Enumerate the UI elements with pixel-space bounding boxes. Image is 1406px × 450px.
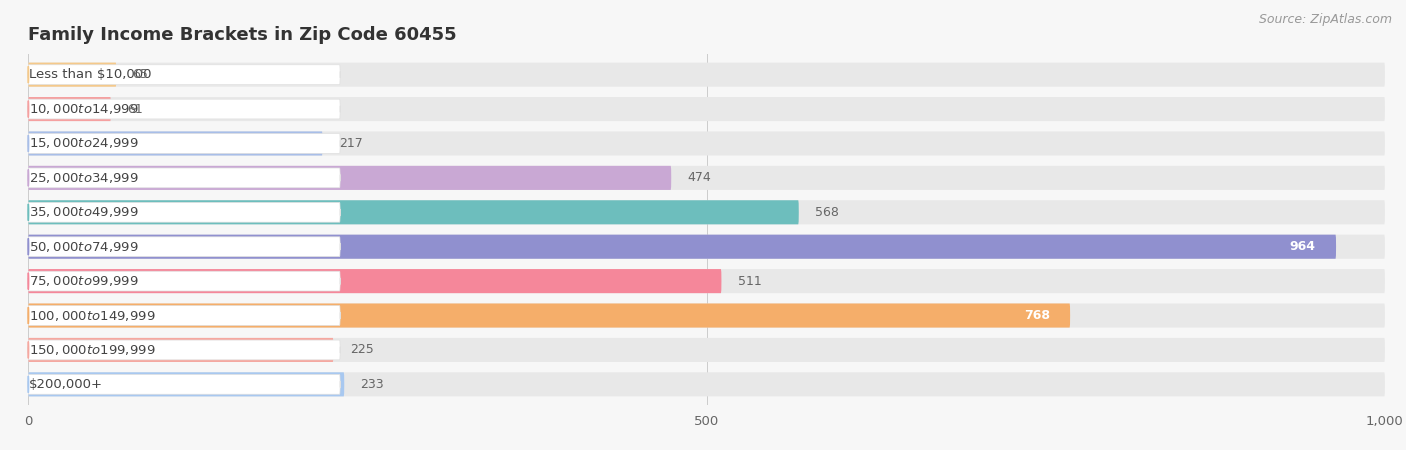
FancyBboxPatch shape [28,271,340,291]
FancyBboxPatch shape [28,372,1385,396]
FancyBboxPatch shape [28,234,1385,259]
FancyBboxPatch shape [28,303,1070,328]
FancyBboxPatch shape [28,166,671,190]
FancyBboxPatch shape [28,134,340,153]
FancyBboxPatch shape [28,63,1385,87]
Text: $25,000 to $34,999: $25,000 to $34,999 [28,171,138,185]
FancyBboxPatch shape [28,131,1385,156]
Text: $150,000 to $199,999: $150,000 to $199,999 [28,343,155,357]
FancyBboxPatch shape [28,166,1385,190]
Text: $200,000+: $200,000+ [28,378,103,391]
Text: 225: 225 [350,343,374,356]
FancyBboxPatch shape [28,63,117,87]
Text: 474: 474 [688,171,711,184]
FancyBboxPatch shape [28,97,1385,121]
Text: 511: 511 [738,274,762,288]
Text: 65: 65 [132,68,149,81]
Text: $10,000 to $14,999: $10,000 to $14,999 [28,102,138,116]
FancyBboxPatch shape [28,338,1385,362]
Text: $35,000 to $49,999: $35,000 to $49,999 [28,205,138,219]
FancyBboxPatch shape [28,131,322,156]
FancyBboxPatch shape [28,237,340,256]
Text: 768: 768 [1024,309,1050,322]
FancyBboxPatch shape [28,306,340,325]
Text: Family Income Brackets in Zip Code 60455: Family Income Brackets in Zip Code 60455 [28,26,457,44]
FancyBboxPatch shape [28,202,340,222]
Text: Source: ZipAtlas.com: Source: ZipAtlas.com [1258,14,1392,27]
Text: 217: 217 [339,137,363,150]
Text: $75,000 to $99,999: $75,000 to $99,999 [28,274,138,288]
FancyBboxPatch shape [28,99,340,119]
FancyBboxPatch shape [28,200,1385,225]
Text: $15,000 to $24,999: $15,000 to $24,999 [28,136,138,150]
FancyBboxPatch shape [28,168,340,188]
Text: $50,000 to $74,999: $50,000 to $74,999 [28,240,138,254]
Text: 964: 964 [1289,240,1316,253]
FancyBboxPatch shape [28,269,721,293]
Text: Less than $10,000: Less than $10,000 [28,68,152,81]
FancyBboxPatch shape [28,303,1385,328]
Text: 568: 568 [815,206,839,219]
FancyBboxPatch shape [28,234,1336,259]
FancyBboxPatch shape [28,65,340,85]
FancyBboxPatch shape [28,372,344,396]
FancyBboxPatch shape [28,269,1385,293]
FancyBboxPatch shape [28,97,111,121]
FancyBboxPatch shape [28,374,340,394]
FancyBboxPatch shape [28,338,333,362]
Text: 61: 61 [127,103,143,116]
Text: 233: 233 [360,378,384,391]
FancyBboxPatch shape [28,200,799,225]
FancyBboxPatch shape [28,340,340,360]
Text: $100,000 to $149,999: $100,000 to $149,999 [28,309,155,323]
